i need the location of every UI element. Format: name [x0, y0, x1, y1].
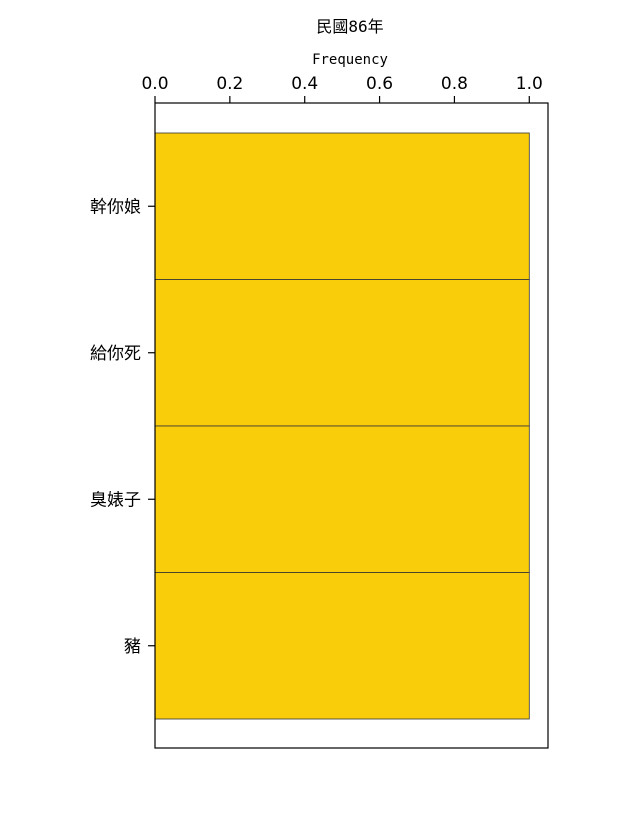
bar-3: [154, 572, 530, 720]
y-tick-label-0: 幹你娘: [90, 196, 141, 217]
x-tick-label-0: 0.0: [141, 74, 168, 94]
x-tick-label-4: 0.8: [441, 74, 468, 94]
chart-title: 民國86年: [316, 17, 383, 36]
bar-2: [154, 425, 530, 573]
bar-0: [154, 132, 530, 280]
bars-layer: [154, 132, 530, 720]
y-tick-label-1: 給你死: [90, 344, 141, 364]
x-axis-label: Frequency: [312, 52, 388, 68]
x-tick-label-1: 0.2: [216, 74, 243, 94]
y-tick-label-3: 豬: [124, 637, 141, 657]
y-tick-label-2: 臭婊子: [90, 490, 141, 510]
plot-frame: [154, 102, 549, 749]
x-tick-label-2: 0.4: [291, 74, 318, 94]
bar-1: [154, 279, 530, 427]
x-tick-label-3: 0.6: [366, 74, 393, 94]
x-tick-label-5: 1.0: [516, 74, 543, 94]
